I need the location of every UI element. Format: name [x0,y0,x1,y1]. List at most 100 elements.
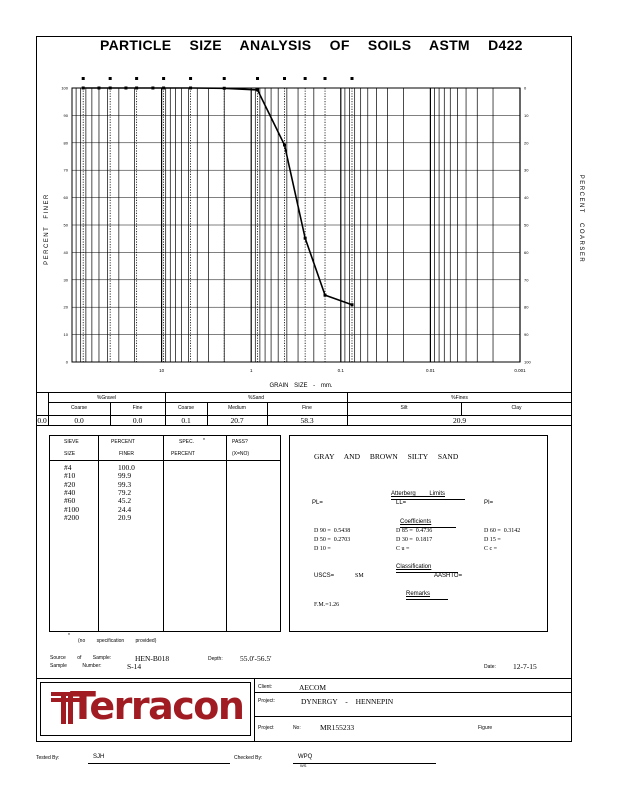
y-tick-left: 0 [66,360,69,365]
y-axis-label-left: PERCENT FINER [44,193,50,265]
client-value: AECOM [299,683,327,692]
number-label: Sample Number: [50,663,102,669]
sieve-hdr-4a: PASS? [232,439,248,445]
y-tick-left: 100 [61,86,68,91]
sieve-marker [108,77,112,80]
percent-finer-cell: 99.3 [118,479,132,489]
figure-label: Figure [478,725,493,731]
percent-finer-cell: 24.4 [118,504,132,514]
report-frame [36,36,572,742]
sieve-hdr-3a: SPEC. [179,439,195,445]
sieve-size-cell: #40 [64,487,76,497]
footnote-star: * [68,633,70,639]
sieve-size-cell: #200 [64,512,79,522]
data-point [97,86,101,90]
projno-value: MR155233 [320,723,355,732]
y-tick-right: 30 [524,168,529,173]
cobbles-value: 0.0 [37,416,47,425]
d15: D 15 = [484,537,501,543]
d10: D 10 = [314,546,331,552]
x-tick: 0.001 [514,368,526,373]
y-tick-right: 20 [524,140,529,145]
hdr-sand-coarse: Coarse [177,405,195,411]
sieve-hdr-4b: (X=NO) [232,451,250,457]
x-tick: 0.01 [426,368,435,373]
project-value: DYNERGY - HENNEPIN [301,697,394,706]
date-value: 12-7-15 [513,662,537,671]
data-point [162,86,166,90]
hdr-clay: Clay [511,405,522,411]
y-tick-right: 80 [524,305,529,310]
fines-value: 20.9 [452,416,467,425]
sieve-marker [222,77,226,80]
aashto-label: AASHTO= [434,573,463,579]
data-point [222,86,226,90]
footnote: (no specification provided) [78,638,157,644]
checked-value: WPQ [298,754,313,760]
source-label: Source of Sample: [50,655,112,661]
gravel-fine-value: 0.0 [132,416,143,425]
data-point [282,143,286,147]
x-tick: 10 [159,368,165,373]
data-point [189,86,193,90]
data-point [135,86,139,90]
y-tick-right: 100 [524,360,531,365]
soil-info-box [289,435,548,632]
y-tick-left: 10 [64,332,69,337]
soil-description: GRAY AND BROWN SILTY SAND [314,452,459,461]
sieve-hdr-2a: PERCENT [111,439,135,445]
date-label: Date: [484,664,496,670]
hdr-sand-fine: Fine [302,405,312,411]
y-axis-label-right: PERCENT COARSER [578,174,584,264]
depth-value: 55.0'-56.5' [240,654,272,663]
ll-label: LL= [396,500,407,506]
gradation-chart: 0102030405060708090100100908070605040302… [61,77,531,373]
d90: D 90 = 0.5438 [314,528,351,534]
y-tick-right: 70 [524,277,529,282]
sieve-size-cell: #100 [64,504,79,514]
sieve-hdr-3b: PERCENT [171,451,195,457]
project-label: Project: [258,698,275,704]
sieve-size-cell: #60 [64,496,76,506]
sieve-hdr-2b: FINER [119,451,134,457]
data-point [256,88,260,92]
data-point [151,86,155,90]
sieve-marker [162,77,166,80]
pl-label: PL= [312,500,323,506]
gravel-label: %Gravel [96,395,117,401]
percent-finer-cell: 100.0 [118,463,135,472]
y-tick-right: 90 [524,332,529,337]
gradation-curve [83,87,353,306]
coef-title: Coefficients [400,519,432,525]
hdr-sand-medium: Medium [228,405,246,411]
y-tick-right: 0 [524,86,527,91]
sieve-size-cell: #10 [64,471,76,481]
logo-text: Terracon [70,684,245,728]
depth-label: Depth: [208,656,223,662]
report-title: PARTICLE SIZE ANALYSIS OF SOILS ASTM D42… [100,37,523,53]
sieve-hdr-1a: SIEVE [64,439,79,445]
d30: D 30 = 0.1817 [396,537,433,543]
percent-finer-cell: 45.2 [118,496,132,506]
x-tick: 1 [250,368,253,373]
sieve-size-cell: #4 [64,463,72,472]
sand-coarse-value: 0.1 [181,416,191,425]
percent-finer-cell: 79.2 [118,487,132,497]
fm-value: F.M.=1.26 [314,602,340,608]
y-tick-left: 80 [64,140,69,145]
data-point [323,293,327,297]
sieve-table [49,435,281,632]
y-tick-right: 10 [524,113,529,118]
y-tick-left: 90 [64,113,69,118]
sieve-marker [350,77,354,80]
y-tick-left: 70 [64,168,69,173]
pi-label: PI= [484,500,494,506]
sieve-marker [135,77,139,80]
y-tick-left: 30 [64,277,69,282]
hdr-gravel-coarse: Coarse [70,405,88,411]
sieve-marker [256,77,260,80]
y-tick-right: 40 [524,195,529,200]
d85: D 85 = 0.4736 [396,528,433,534]
tested-value: SJH [93,754,105,760]
d60: D 60 = 0.3142 [484,528,521,534]
